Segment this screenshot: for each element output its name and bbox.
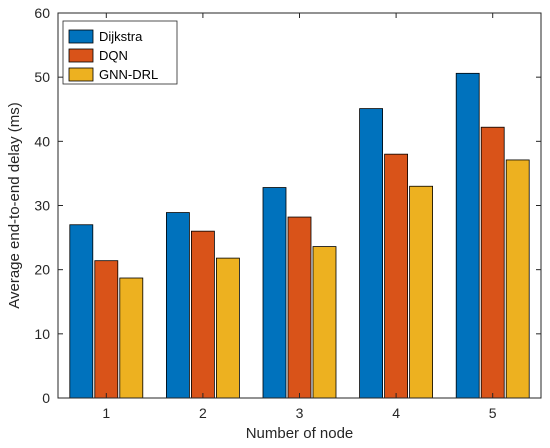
- y-tick-label: 40: [34, 133, 50, 149]
- bar-dqn-1: [94, 260, 119, 399]
- bar-dijkstra-3: [262, 187, 287, 399]
- bar-gnn-drl-3: [312, 246, 337, 399]
- bar-dqn-5: [480, 126, 505, 399]
- ticks-group: 0 10 20 30 40 50 60 1 2 3 4 5: [34, 5, 541, 421]
- bar-gnn-drl-2: [215, 257, 240, 399]
- bar-gnn-drl-5: [505, 159, 530, 399]
- bar-dijkstra-4: [359, 108, 384, 399]
- x-tick-label: 2: [199, 405, 207, 421]
- legend-label-gnn-drl: GNN-DRL: [99, 67, 158, 82]
- bar-dqn-3: [287, 216, 312, 399]
- bar-dqn-4: [384, 153, 409, 399]
- legend: Dijkstra DQN GNN-DRL: [62, 20, 178, 85]
- y-tick-label: 60: [34, 5, 50, 21]
- y-tick-label: 50: [34, 69, 50, 85]
- bar-gnn-drl-1: [119, 277, 144, 399]
- y-axis-label: Average end-to-end delay (ms): [6, 102, 23, 309]
- bars-group: [69, 72, 530, 399]
- y-tick-label: 10: [34, 326, 50, 342]
- legend-label-dqn: DQN: [99, 48, 128, 63]
- y-tick-label: 30: [34, 198, 50, 214]
- legend-label-dijkstra: Dijkstra: [99, 29, 143, 44]
- bar-dijkstra-2: [165, 212, 190, 399]
- y-tick-label: 0: [42, 390, 50, 406]
- x-tick-label: 3: [296, 405, 304, 421]
- bar-dijkstra-1: [69, 224, 94, 399]
- x-tick-label: 4: [392, 405, 400, 421]
- x-tick-label: 1: [102, 405, 110, 421]
- bar-dijkstra-5: [455, 72, 480, 399]
- bar-dqn-2: [190, 230, 215, 399]
- legend-swatch-dijkstra: [68, 29, 94, 44]
- bar-gnn-drl-4: [409, 185, 434, 399]
- legend-swatch-gnn-drl: [68, 67, 94, 82]
- legend-swatch-dqn: [68, 48, 94, 63]
- x-tick-label: 5: [489, 405, 497, 421]
- x-axis-label: Number of node: [246, 425, 354, 442]
- y-tick-label: 20: [34, 262, 50, 278]
